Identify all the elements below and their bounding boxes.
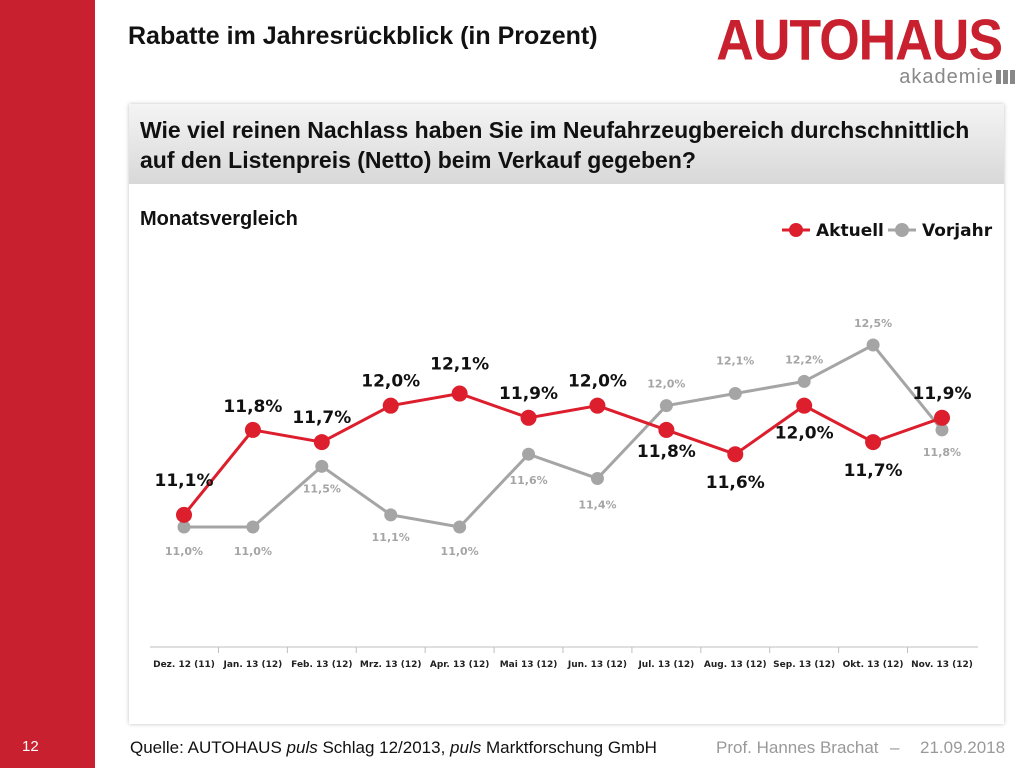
x-tick-label: Mrz. 13 (12)	[360, 660, 422, 670]
data-label-aktuell: 11,7%	[844, 461, 903, 481]
x-tick-label: Jul. 13 (12)	[637, 660, 694, 670]
x-tick-label: Okt. 13 (12)	[843, 660, 904, 670]
chart-legend: Aktuell Vorjahr	[782, 221, 993, 241]
footer-date: 21.09.2018	[920, 738, 1006, 757]
data-point-vorjahr	[659, 399, 673, 413]
data-point-aktuell	[244, 421, 261, 438]
data-label-aktuell: 12,0%	[775, 424, 834, 444]
survey-question: Wie viel reinen Nachlass haben Sie im Ne…	[140, 117, 970, 173]
x-tick-label: Jun. 13 (12)	[567, 660, 627, 670]
data-point-aktuell	[313, 434, 330, 451]
footer-separator: –	[890, 738, 900, 757]
series-line-aktuell	[182, 391, 943, 516]
data-point-aktuell	[796, 397, 813, 414]
footer-source: Quelle: AUTOHAUS puls Schlag 12/2013, pu…	[130, 738, 657, 757]
data-label-vorjahr: 12,1%	[716, 355, 754, 368]
data-point-aktuell	[727, 446, 744, 463]
data-point-aktuell	[451, 385, 468, 402]
data-label-vorjahr: 11,8%	[923, 446, 961, 459]
data-point-vorjahr	[935, 423, 949, 437]
data-label-aktuell: 11,6%	[706, 473, 765, 493]
left-accent-bar	[0, 0, 95, 768]
data-point-aktuell	[382, 397, 399, 414]
data-point-aktuell	[865, 434, 882, 451]
data-label-vorjahr: 11,1%	[372, 531, 410, 544]
data-label-aktuell: 12,1%	[430, 355, 489, 375]
content-panel	[129, 104, 1004, 724]
data-point-aktuell	[658, 421, 675, 438]
x-axis: Dez. 12 (11) Jan. 13 (12) Feb. 13 (12) Mrz.…	[150, 646, 978, 670]
data-label-vorjahr: 11,0%	[441, 545, 479, 558]
data-point-aktuell	[589, 397, 606, 414]
data-label-vorjahr: 11,6%	[509, 474, 547, 487]
data-point-vorjahr	[590, 471, 604, 485]
autohaus-logo: AUTOHAUS akademie	[716, 8, 1015, 88]
data-label-vorjahr: 12,5%	[854, 317, 892, 330]
data-label-aktuell: 11,7%	[292, 408, 351, 428]
x-tick-label: Feb. 13 (12)	[291, 660, 352, 670]
data-label-vorjahr: 12,2%	[785, 353, 823, 366]
data-label-vorjahr: 11,0%	[234, 545, 272, 558]
data-label-aktuell: 11,9%	[499, 384, 558, 404]
data-label-vorjahr: 12,0%	[647, 378, 685, 391]
data-point-vorjahr	[246, 520, 260, 534]
data-point-aktuell	[520, 409, 537, 426]
chart-points	[176, 338, 950, 534]
x-tick-label: Apr. 13 (12)	[430, 660, 490, 670]
data-point-aktuell	[176, 506, 192, 523]
x-tick-label: Sep. 13 (12)	[773, 660, 835, 670]
legend-label: Aktuell	[816, 221, 884, 241]
data-point-vorjahr	[453, 520, 467, 534]
x-tick-label: Nov. 13 (12)	[911, 660, 973, 670]
data-point-vorjahr	[315, 459, 329, 473]
data-label-aktuell: 11,9%	[913, 384, 972, 404]
data-label-aktuell: 11,8%	[637, 442, 696, 462]
data-point-aktuell	[934, 409, 950, 426]
logo-subtitle: akademie	[899, 66, 994, 88]
data-point-vorjahr	[728, 387, 742, 401]
chart-lines	[182, 343, 944, 529]
x-tick-label: Jan. 13 (12)	[223, 660, 283, 670]
data-point-vorjahr	[177, 520, 191, 534]
page-number: 12	[22, 738, 39, 755]
footer-author: Prof. Hannes Brachat	[716, 738, 879, 757]
slide-title: Rabatte im Jahresrückblick (in Prozent)	[128, 22, 598, 50]
x-tick-label: Mai 13 (12)	[500, 660, 558, 670]
series-line-vorjahr	[184, 343, 944, 529]
logo-bars-icon	[996, 70, 1018, 84]
data-point-vorjahr	[797, 374, 811, 388]
legend-label: Vorjahr	[922, 221, 993, 241]
chart-subtitle: Monatsvergleich	[140, 208, 298, 230]
data-label-aktuell: 11,1%	[155, 471, 214, 491]
logo-wordmark: AUTOHAUS	[716, 9, 1003, 73]
x-tick-label: Aug. 13 (12)	[704, 660, 767, 670]
data-point-vorjahr	[522, 447, 536, 461]
data-point-vorjahr	[384, 508, 398, 522]
question-header	[129, 104, 1004, 184]
data-label-aktuell: 12,0%	[568, 372, 627, 392]
data-label-vorjahr: 11,0%	[165, 545, 203, 558]
data-label-vorjahr: 11,5%	[303, 482, 341, 495]
data-point-vorjahr	[866, 338, 880, 352]
data-label-aktuell: 11,8%	[223, 397, 282, 417]
data-label-vorjahr: 11,4%	[578, 498, 616, 511]
legend-marker	[895, 223, 909, 237]
legend-marker	[789, 223, 803, 237]
x-tick-label: Dez. 12 (11)	[153, 660, 215, 670]
chart-data-labels: 11,1% 11,8% 11,7% 12,0% 12,1% 11,9% 12,0% 11,8%…	[155, 317, 972, 558]
data-label-aktuell: 12,0%	[361, 372, 420, 392]
